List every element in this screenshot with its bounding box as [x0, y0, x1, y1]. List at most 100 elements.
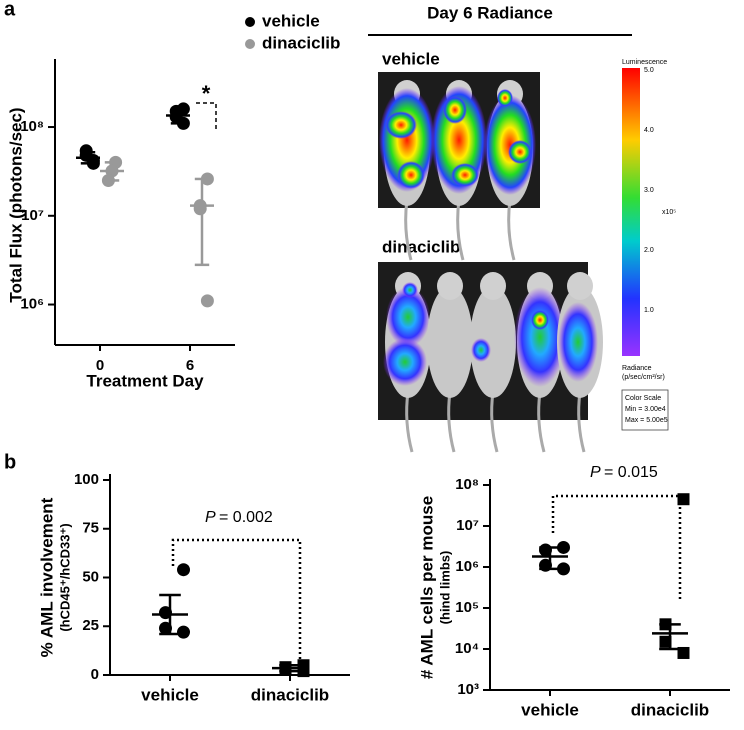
y-axis-sublabel: (hind limbs) — [437, 551, 452, 625]
signal — [471, 338, 491, 362]
colorbar-tick: 4.0 — [644, 127, 654, 134]
y-tick-label: 10⁷ — [21, 207, 44, 224]
point — [101, 173, 115, 187]
y-tick-label: 75 — [82, 520, 99, 537]
p-symbol: P — [205, 509, 216, 526]
signal — [558, 302, 598, 382]
y-axis-label: % AML involvement — [37, 497, 56, 657]
mouse-head — [480, 272, 506, 300]
y-tick-label: 10⁸ — [455, 476, 479, 493]
scale-text: Min = 3.00e4 — [625, 406, 666, 413]
panel-label: b — [4, 451, 16, 473]
point — [659, 635, 672, 648]
point — [86, 156, 100, 170]
x-tick-label: 6 — [186, 357, 194, 374]
bracket — [551, 494, 682, 602]
x-tick-label: 0 — [96, 357, 104, 374]
p-symbol: P — [590, 464, 601, 481]
mouse-head — [437, 272, 463, 300]
colorbar — [622, 68, 640, 356]
colorbar-tick: 1.0 — [644, 307, 654, 314]
signal — [443, 96, 467, 124]
y-tick-label: 10³ — [457, 681, 479, 698]
mouse-body — [427, 286, 473, 398]
point — [297, 665, 310, 678]
bracket — [196, 102, 217, 132]
image-title: Day 6 Radiance — [427, 3, 553, 22]
point — [539, 543, 552, 557]
y-axis-label: Total Flux (photons/sec) — [6, 107, 25, 302]
x-tick-label: dinaciclib — [251, 685, 329, 704]
y-tick-label: 10⁶ — [20, 296, 44, 313]
colorbar-tick: 2.0 — [644, 247, 654, 254]
p-value: = 0.002 — [219, 509, 273, 526]
point — [557, 540, 570, 554]
y-tick-label: 10⁵ — [455, 599, 479, 616]
group-label: vehicle — [382, 49, 440, 68]
point — [177, 625, 190, 639]
y-axis-label: # AML cells per mouse — [417, 496, 436, 679]
y-tick-label: 0 — [91, 666, 99, 683]
x-tick-label: vehicle — [141, 685, 199, 704]
colorbar-tick: 5.0 — [644, 67, 654, 74]
scale-text: Max = 5.00e5 — [625, 417, 668, 424]
signal — [508, 140, 532, 164]
signal — [514, 287, 566, 387]
signal — [531, 310, 549, 330]
y-tick-label: 10⁶ — [455, 558, 479, 575]
group-label: dinaciclib — [382, 237, 460, 256]
y-tick-label: 25 — [82, 617, 99, 634]
point — [200, 172, 214, 186]
y-tick-label: 50 — [82, 568, 99, 585]
annotation: * — [202, 81, 211, 106]
mice — [379, 80, 603, 453]
y-tick-label: 10⁸ — [20, 118, 44, 135]
x-tick-label: dinaciclib — [631, 700, 709, 719]
mouse-head — [567, 272, 593, 300]
colorbar-label-unit: (p/sec/cm²/sr) — [622, 374, 665, 381]
point — [539, 558, 552, 572]
signal — [402, 282, 418, 298]
colorbar-title: Luminescence — [622, 59, 667, 66]
x-axis-label: Treatment Day — [86, 371, 204, 390]
colorbar-label: Radiance — [622, 365, 652, 372]
colorbar-tick: 3.0 — [644, 187, 654, 194]
point — [557, 562, 570, 576]
point — [177, 563, 190, 577]
y-tick-label: 100 — [74, 471, 99, 488]
scale-text: Color Scale — [625, 395, 661, 402]
bracket — [171, 538, 302, 662]
signal — [397, 161, 425, 189]
point — [169, 104, 183, 118]
legend-marker — [245, 39, 255, 49]
point — [159, 621, 172, 635]
point — [279, 663, 292, 676]
y-tick-label: 10⁴ — [455, 640, 479, 657]
signal — [383, 338, 427, 386]
point — [677, 646, 690, 659]
signal — [386, 287, 430, 347]
legend-label: dinaciclib — [262, 33, 340, 52]
x-tick-label: vehicle — [521, 700, 579, 719]
colorbar-unit: x10⁵ — [662, 209, 676, 216]
signal — [451, 163, 479, 187]
panel-label: a — [4, 0, 16, 20]
point — [659, 618, 672, 631]
legend-marker — [245, 17, 255, 27]
point — [193, 202, 207, 216]
p-value: = 0.015 — [604, 464, 658, 481]
signal — [484, 95, 536, 195]
y-tick-label: 10⁷ — [456, 517, 479, 534]
point — [200, 294, 214, 308]
signal — [497, 89, 513, 107]
scale-box — [621, 389, 669, 431]
legend-label: vehicle — [262, 11, 320, 30]
point — [176, 116, 190, 130]
colorbar-ticks: 5.0 4.0 3.0 2.0 1.0 — [644, 67, 654, 314]
signal — [385, 111, 417, 139]
mouse-tail — [507, 199, 516, 261]
point — [159, 606, 172, 620]
y-axis-sublabel: (hCD45⁺/hCD33⁺) — [57, 523, 72, 631]
mouse-body — [470, 286, 516, 398]
